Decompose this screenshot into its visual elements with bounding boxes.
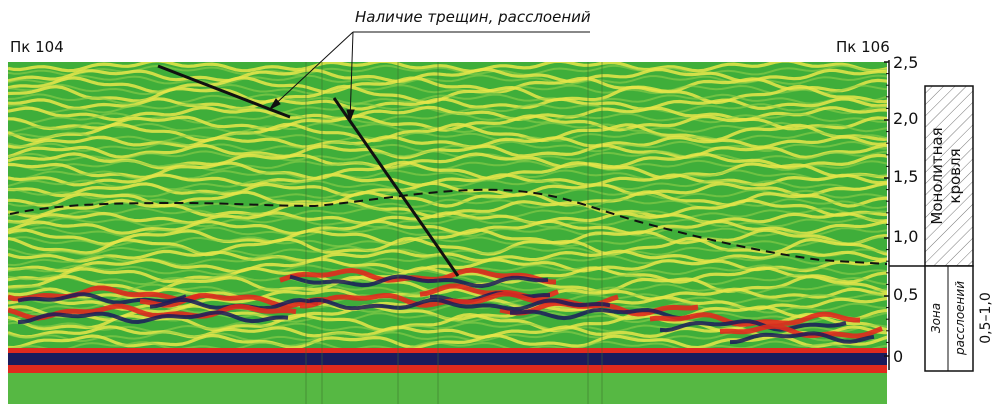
base-stripe-navy <box>8 353 887 365</box>
zone-delam-range: 0,5–1,0 <box>978 292 994 344</box>
trace-lines <box>305 62 603 404</box>
zone-legend: Монолитная кровля Зона расслоений 0,5–1,… <box>889 85 994 372</box>
depth-axis: 2,5 2,0 1,5 1,0 0,5 0 <box>884 53 918 370</box>
crack-callout-label: Наличие трещин, расслоений <box>355 8 591 26</box>
base-stripe-green <box>8 373 887 404</box>
base-stripe-red-2 <box>8 365 887 373</box>
depth-tick-2-0: 2,0 <box>893 109 918 128</box>
zone-delam-label-line1: Зона <box>929 303 943 333</box>
zone-monolith-label-line1: Монолитная <box>928 127 946 224</box>
roof-boundary-dashed-line <box>9 188 888 265</box>
station-right-label: Пк 106 <box>836 38 890 56</box>
callout-leaders <box>268 31 590 123</box>
radargram-plot <box>8 62 887 404</box>
depth-tick-1-5: 1,5 <box>893 167 918 186</box>
base-stripe-red <box>8 348 887 353</box>
crack-line-2 <box>332 97 460 277</box>
depth-tick-0-5: 0,5 <box>893 285 918 304</box>
depth-tick-1-0: 1,0 <box>893 227 918 246</box>
crack-line-1 <box>157 64 291 119</box>
zone-delam-label-line2: расслоений <box>953 281 967 356</box>
reflection-bands <box>8 62 887 352</box>
depth-tick-2-5: 2,5 <box>893 53 918 72</box>
zone-monolith-label-line2: кровля <box>946 148 964 203</box>
depth-tick-0: 0 <box>893 347 903 366</box>
station-left-label: Пк 104 <box>10 38 64 56</box>
